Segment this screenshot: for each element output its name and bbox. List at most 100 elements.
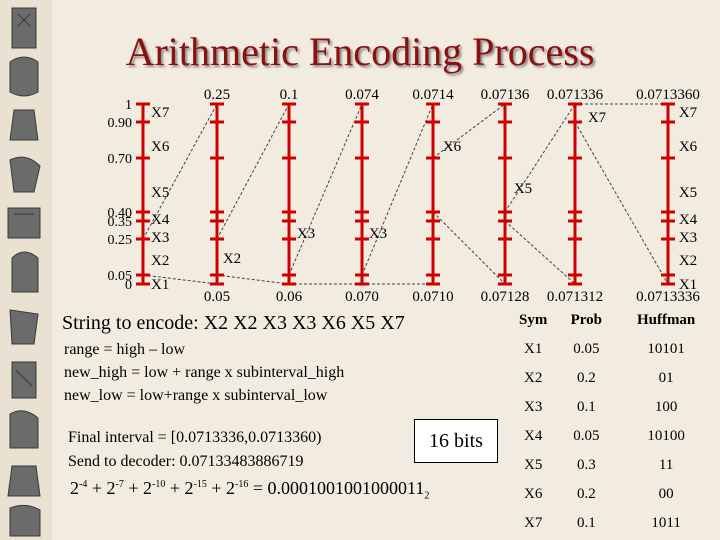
connector-line bbox=[142, 274, 218, 285]
interval-low-label: 0.071312 bbox=[547, 289, 603, 305]
interval-low-label: 0.07128 bbox=[481, 289, 530, 305]
table-cell: 0.05 bbox=[573, 428, 600, 444]
interval-low-label: 0.070 bbox=[345, 289, 379, 305]
chosen-symbol-label: X5 bbox=[514, 181, 532, 197]
ornament-figure-icon bbox=[9, 156, 41, 193]
ornament-figure-icon bbox=[9, 410, 39, 449]
formula-new-high: new_high = low + range x subinterval_hig… bbox=[64, 364, 345, 381]
scale-mark-label: 0 bbox=[125, 278, 132, 293]
power-exponent: -15 bbox=[193, 479, 207, 490]
plus-sign: + bbox=[169, 478, 180, 498]
symbol-label: X4 bbox=[679, 212, 698, 228]
plus-sign: + bbox=[128, 478, 139, 498]
scale-mark-label: 0.35 bbox=[108, 215, 133, 230]
interval-diagram: 0.25 0.05 0.1 0.06 0.074 0.070 0.0714 0.0710 0.0… bbox=[108, 87, 701, 305]
table-row: X2 0.2 01 bbox=[508, 364, 718, 393]
connector-line bbox=[504, 103, 576, 213]
interval-high-label: 0.071336 bbox=[547, 87, 604, 103]
interval-high-label: 0.25 bbox=[204, 87, 230, 103]
symbol-table: Sym Prob Huffman X1 0.05 10101 X2 0.2 01 X3 0… bbox=[508, 306, 718, 538]
binary-expression: 2-4 + 2-7 + 2-10 + 2-15 + 2-16 = 0.00010… bbox=[70, 478, 429, 502]
interval-low-label: 0.06 bbox=[276, 289, 303, 305]
symbol-label: X3 bbox=[679, 230, 697, 246]
table-row: X6 0.2 00 bbox=[508, 480, 718, 509]
scale-mark-label: 0.40 bbox=[108, 206, 133, 221]
table-cell: X5 bbox=[524, 457, 543, 473]
table-row: X3 0.1 100 bbox=[508, 393, 718, 422]
column-header: Huffman bbox=[636, 312, 696, 328]
interval-high-label: 0.0713360 bbox=[636, 87, 700, 103]
chosen-symbol-label: X3 bbox=[369, 226, 387, 242]
power-base: 2 bbox=[226, 478, 235, 498]
power-base: 2 bbox=[184, 478, 194, 498]
slide-title: Arithmetic Encoding Process bbox=[125, 29, 595, 74]
table-row: X4 0.05 10100 bbox=[508, 422, 718, 451]
power-base: 2 bbox=[106, 478, 116, 498]
scale-mark-label: 0.90 bbox=[108, 116, 133, 131]
symbol-label: X7 bbox=[151, 105, 170, 121]
connector-line bbox=[432, 103, 506, 159]
table-row: X1 0.05 10101 bbox=[508, 335, 718, 364]
table-row: X7 0.1 1011 bbox=[508, 509, 718, 538]
table-cell: 00 bbox=[658, 486, 674, 502]
column-header: Sym bbox=[519, 312, 548, 328]
power-exponent: -16 bbox=[235, 479, 249, 490]
chosen-symbol-label: X7 bbox=[588, 110, 607, 126]
symbol-label: X2 bbox=[679, 253, 697, 269]
symbol-label: X4 bbox=[151, 212, 170, 228]
symbol-label: X7 bbox=[679, 105, 698, 121]
equals-sign: = bbox=[252, 478, 263, 498]
power-exponent: -7 bbox=[115, 479, 124, 490]
formula-range: range = high – low bbox=[64, 341, 185, 358]
decorative-border bbox=[0, 0, 52, 540]
connector-line bbox=[504, 220, 576, 285]
power-exponent: -4 bbox=[79, 479, 88, 490]
ornament-figure-icon bbox=[11, 361, 37, 399]
string-to-encode: String to encode: X2 X2 X3 X3 X6 X5 X7 bbox=[62, 312, 405, 334]
symbol-label: X5 bbox=[679, 185, 697, 201]
table-cell: X2 bbox=[524, 370, 543, 386]
connector-line bbox=[574, 121, 669, 285]
interval-high-label: 0.0714 bbox=[412, 87, 454, 103]
scale-mark-label: 0.05 bbox=[108, 269, 133, 284]
power-base: 2 bbox=[143, 478, 152, 498]
interval-high-label: 0.074 bbox=[345, 87, 379, 103]
connector-line bbox=[361, 103, 434, 276]
ornament-figure-icon bbox=[9, 504, 41, 537]
send-to-decoder: Send to decoder: 0.07133483886719 bbox=[68, 453, 304, 470]
symbol-label: X6 bbox=[679, 139, 698, 155]
connector-line bbox=[216, 274, 290, 285]
ornament-figure-icon bbox=[9, 309, 39, 345]
connector-line bbox=[288, 103, 363, 276]
symbol-label: X2 bbox=[151, 253, 169, 269]
ornament-figure-icon bbox=[7, 465, 41, 497]
scale-mark-label: 0.25 bbox=[108, 233, 133, 248]
symbol-label: X5 bbox=[151, 185, 169, 201]
table-cell: 10101 bbox=[647, 341, 685, 357]
symbol-label: X6 bbox=[151, 139, 170, 155]
ornament-figure-icon bbox=[11, 7, 37, 49]
interval-low-label: 0.05 bbox=[204, 289, 230, 305]
interval-low-label: 0.0710 bbox=[412, 289, 453, 305]
ornament-figure-icon bbox=[7, 207, 41, 239]
connector-line bbox=[142, 103, 218, 240]
table-cell: 0.2 bbox=[576, 370, 596, 386]
power-exponent: -10 bbox=[152, 479, 166, 490]
table-cell: X3 bbox=[524, 399, 543, 415]
table-cell: 10100 bbox=[647, 428, 685, 444]
table-row: X5 0.3 11 bbox=[508, 451, 718, 480]
table-cell: X7 bbox=[524, 515, 543, 531]
chosen-symbol-label: X2 bbox=[223, 251, 241, 267]
table-cell: 0.1 bbox=[576, 399, 596, 415]
table-cell: 100 bbox=[654, 399, 678, 415]
symbol-label: X1 bbox=[679, 277, 697, 293]
final-interval: Final interval = [0.0713336,0.0713360) bbox=[68, 429, 322, 446]
table-cell: 11 bbox=[658, 457, 674, 473]
table-header-row: Sym Prob Huffman bbox=[508, 306, 718, 335]
formula-new-low: new_low = low+range x subinterval_low bbox=[64, 387, 328, 404]
binary-result: 0.0001001001000011 bbox=[267, 478, 425, 498]
table-cell: 0.1 bbox=[576, 515, 596, 531]
interval-high-label: 0.07136 bbox=[481, 87, 530, 103]
plus-sign: + bbox=[91, 478, 102, 498]
table-cell: X1 bbox=[524, 341, 543, 357]
